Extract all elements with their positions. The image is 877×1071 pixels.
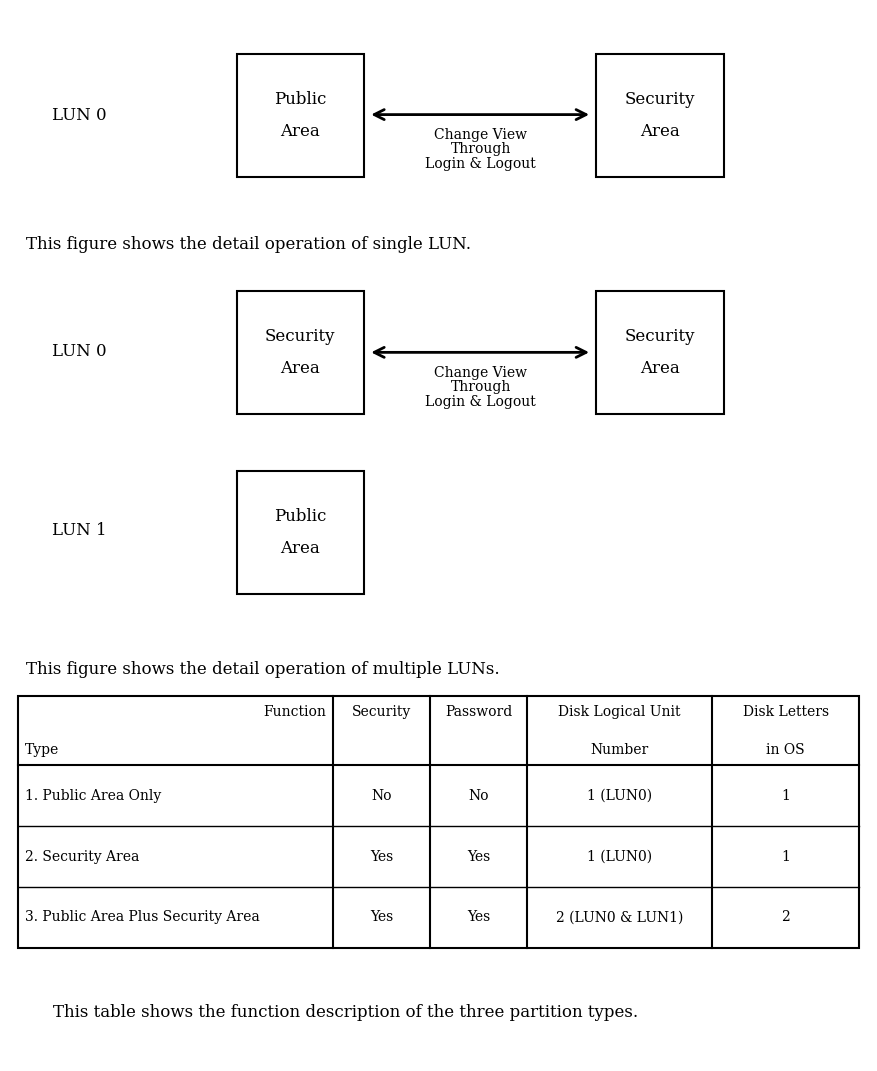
Text: Login & Logout: Login & Logout xyxy=(425,156,536,171)
Text: Change View: Change View xyxy=(434,127,527,142)
Text: Area: Area xyxy=(281,541,320,557)
Text: Type: Type xyxy=(25,743,59,757)
Text: Area: Area xyxy=(640,123,680,139)
Text: 1 (LUN0): 1 (LUN0) xyxy=(587,788,652,803)
Bar xyxy=(237,471,364,594)
Text: LUN 1: LUN 1 xyxy=(52,522,106,539)
Text: 2 (LUN0 & LUN1): 2 (LUN0 & LUN1) xyxy=(556,910,683,924)
Text: Public: Public xyxy=(275,509,326,525)
Text: 2. Security Area: 2. Security Area xyxy=(25,849,139,863)
Text: 1. Public Area Only: 1. Public Area Only xyxy=(25,788,160,803)
Text: in OS: in OS xyxy=(766,743,805,757)
Text: Public: Public xyxy=(275,91,326,107)
Bar xyxy=(596,54,724,177)
Text: 1: 1 xyxy=(781,849,790,863)
Text: Security: Security xyxy=(624,329,695,345)
Text: No: No xyxy=(468,788,488,803)
Text: Area: Area xyxy=(281,361,320,377)
Text: Through: Through xyxy=(451,379,510,394)
Text: Security: Security xyxy=(265,329,336,345)
Text: LUN 0: LUN 0 xyxy=(52,343,106,360)
Text: 2: 2 xyxy=(781,910,790,924)
Text: Function: Function xyxy=(263,705,326,719)
Bar xyxy=(237,54,364,177)
Text: Password: Password xyxy=(445,705,512,719)
Bar xyxy=(237,291,364,414)
Text: Change View: Change View xyxy=(434,365,527,380)
Text: Through: Through xyxy=(451,141,510,156)
Bar xyxy=(18,696,859,948)
Text: Security: Security xyxy=(352,705,411,719)
Text: Security: Security xyxy=(624,91,695,107)
Text: Number: Number xyxy=(590,743,649,757)
Text: Disk Letters: Disk Letters xyxy=(743,705,829,719)
Text: LUN 0: LUN 0 xyxy=(52,107,106,124)
Text: Yes: Yes xyxy=(370,910,393,924)
Text: Yes: Yes xyxy=(467,910,490,924)
Text: No: No xyxy=(372,788,392,803)
Text: 1 (LUN0): 1 (LUN0) xyxy=(587,849,652,863)
Text: This figure shows the detail operation of single LUN.: This figure shows the detail operation o… xyxy=(26,236,471,253)
Text: Area: Area xyxy=(640,361,680,377)
Text: This figure shows the detail operation of multiple LUNs.: This figure shows the detail operation o… xyxy=(26,661,500,678)
Text: Login & Logout: Login & Logout xyxy=(425,394,536,409)
Text: Disk Logical Unit: Disk Logical Unit xyxy=(559,705,681,719)
Text: Area: Area xyxy=(281,123,320,139)
Text: 3. Public Area Plus Security Area: 3. Public Area Plus Security Area xyxy=(25,910,260,924)
Text: Yes: Yes xyxy=(370,849,393,863)
Text: This table shows the function description of the three partition types.: This table shows the function descriptio… xyxy=(53,1004,638,1021)
Text: 1: 1 xyxy=(781,788,790,803)
Bar xyxy=(596,291,724,414)
Text: Yes: Yes xyxy=(467,849,490,863)
